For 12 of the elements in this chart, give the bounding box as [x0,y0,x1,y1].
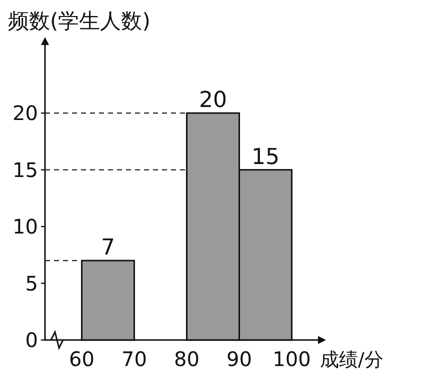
x-tick-label: 90 [226,347,252,371]
xlabel: 成绩/分 [320,349,384,371]
y-tick-label: 5 [25,271,38,296]
y-tick-label: 15 [12,158,38,182]
y-tick-label: 10 [12,214,38,239]
x-tick-label: 100 [272,347,311,371]
x-tick-label: 80 [174,347,200,371]
y-tick-label: 20 [12,101,38,126]
x-tick-label: 60 [69,347,94,371]
x-tick-label: 70 [122,347,147,371]
ylabel: 频数(学生人数) [8,9,150,33]
y-tick-label: 0 [25,328,38,352]
